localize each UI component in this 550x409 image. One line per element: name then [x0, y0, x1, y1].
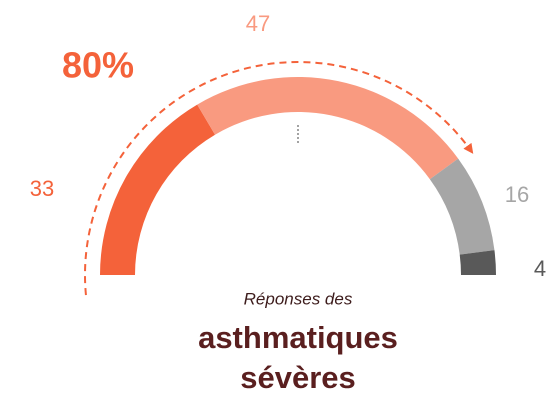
value-label: 47 [246, 11, 270, 36]
gauge-segment [429, 158, 495, 255]
value-label: 4 [534, 256, 546, 281]
title-line: asthmatiques [198, 320, 398, 355]
gauge-segment [197, 76, 459, 180]
subtitle: Réponses des [244, 289, 353, 308]
value-label: 33 [30, 176, 54, 201]
gauge-segment [459, 250, 496, 275]
annotation-arrow [84, 61, 474, 296]
value-label: 16 [505, 182, 529, 207]
title-line: sévères [240, 360, 356, 395]
gauge-segment [100, 104, 216, 275]
annotation: 80% [62, 45, 134, 86]
